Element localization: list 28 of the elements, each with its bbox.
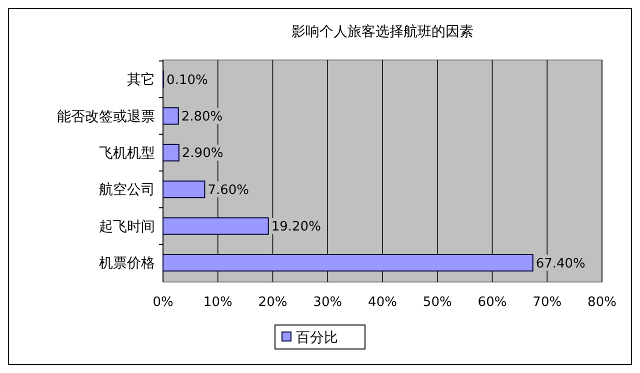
bar bbox=[162, 180, 206, 198]
y-tick-label: 飞机机型 bbox=[99, 146, 155, 162]
y-tick-label: 航空公司 bbox=[99, 182, 155, 198]
y-tick-label: 起飞时间 bbox=[99, 218, 155, 235]
x-tick-label: 80% bbox=[588, 295, 616, 310]
x-tick-label: 50% bbox=[422, 295, 452, 310]
data-label: 7.60% bbox=[208, 182, 250, 198]
y-tick-label: 其它 bbox=[127, 72, 155, 88]
x-tick-label: 30% bbox=[313, 295, 342, 310]
x-tick-label: 10% bbox=[203, 295, 232, 310]
data-label: 2.80% bbox=[181, 110, 223, 125]
y-tick-label: 机票价格 bbox=[99, 256, 155, 272]
data-label: 0.10% bbox=[166, 72, 208, 88]
chart-title: 影响个人旅客选择航班的因素 bbox=[292, 24, 474, 40]
data-label: 67.40% bbox=[536, 256, 586, 272]
x-tick-label: 0% bbox=[152, 295, 174, 310]
x-tick-label: 60% bbox=[478, 295, 507, 310]
x-tick-label: 20% bbox=[258, 295, 288, 310]
y-tick-label: 能否改签或退票 bbox=[57, 108, 155, 125]
bar bbox=[162, 217, 269, 235]
data-label: 19.20% bbox=[271, 220, 321, 235]
legend-label: 百分比 bbox=[296, 330, 338, 346]
data-label: 2.90% bbox=[182, 146, 224, 162]
bar bbox=[162, 254, 534, 272]
x-tick-label: 40% bbox=[368, 295, 397, 310]
bar bbox=[162, 144, 180, 162]
bar bbox=[162, 107, 179, 125]
x-tick-label: 70% bbox=[532, 295, 562, 310]
